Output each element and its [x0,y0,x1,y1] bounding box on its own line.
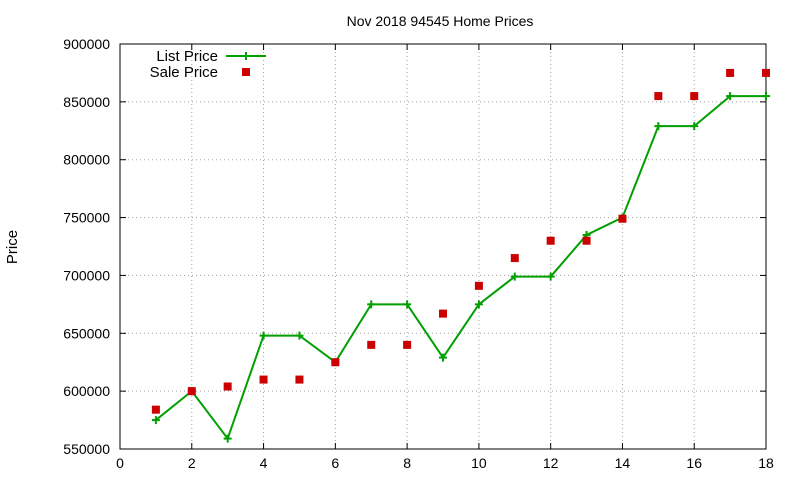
list-price-point [726,92,735,101]
grid-lines [120,44,766,449]
sale-price-point [331,358,340,367]
x-tick-label: 18 [758,455,774,471]
x-tick-label: 8 [403,455,411,471]
sale-price-point [546,236,555,245]
list-price-point [546,272,555,281]
x-axis: 0 2 4 6 8 10 12 14 16 18 [116,44,774,471]
sale-price-point [295,375,304,384]
list-price-point [762,92,770,101]
chart-title: Nov 2018 94545 Home Prices [347,13,534,29]
sale-price-point [654,92,663,101]
x-tick-label: 2 [188,455,196,471]
y-axis-title: Price [4,230,21,264]
plot-border [119,43,767,450]
y-tick-label: 800000 [63,152,110,168]
sale-price-point [726,68,735,77]
sale-price-point [690,92,699,101]
y-tick-label: 550000 [63,441,110,457]
x-tick-label: 16 [686,455,702,471]
sale-price-point [223,382,232,391]
y-tick-label: 600000 [63,383,110,399]
sale-price-point [582,236,591,245]
sale-price-point [474,281,483,290]
sale-price-point [151,405,160,414]
y-axis: 550000 600000 650000 700000 750000 800000 8500… [63,36,766,457]
y-tick-label: 750000 [63,210,110,226]
sale-price-point [187,387,196,396]
list-price-point [403,300,412,309]
list-price-point [690,122,699,131]
list-price-point [474,300,483,309]
list-price-point [223,434,232,443]
y-tick-label: 650000 [63,325,110,341]
sale-price-point [510,254,519,263]
list-price-point [654,122,663,131]
legend-marker-sale-price [242,68,250,76]
sale-price-point [618,214,627,223]
list-price-point [510,272,519,281]
sale-price-point [762,68,770,77]
x-tick-label: 14 [615,455,631,471]
x-tick-label: 4 [260,455,268,471]
legend-label-list-price: List Price [156,48,218,65]
sale-price-point [439,309,447,318]
plot-frame [119,43,767,450]
y-tick-label: 700000 [63,267,110,283]
list-price-line [155,95,766,441]
list-price-point [439,353,447,362]
y-tick-label: 850000 [63,94,110,110]
legend-marker-list-price [242,52,250,60]
list-price-point [259,331,268,340]
x-tick-label: 12 [543,455,559,471]
x-tick-label: 10 [471,455,487,471]
sale-price-point [403,340,412,349]
list-price-point [151,416,160,425]
sale-price-point [259,375,268,384]
x-tick-label: 0 [116,455,124,471]
list-price-point [367,300,376,309]
legend-label-sale-price: Sale Price [150,64,218,81]
list-price-point [295,331,304,340]
y-tick-label: 900000 [63,36,110,52]
x-tick-label: 6 [331,455,339,471]
sale-price-point [367,340,376,349]
series-layer [151,68,770,443]
